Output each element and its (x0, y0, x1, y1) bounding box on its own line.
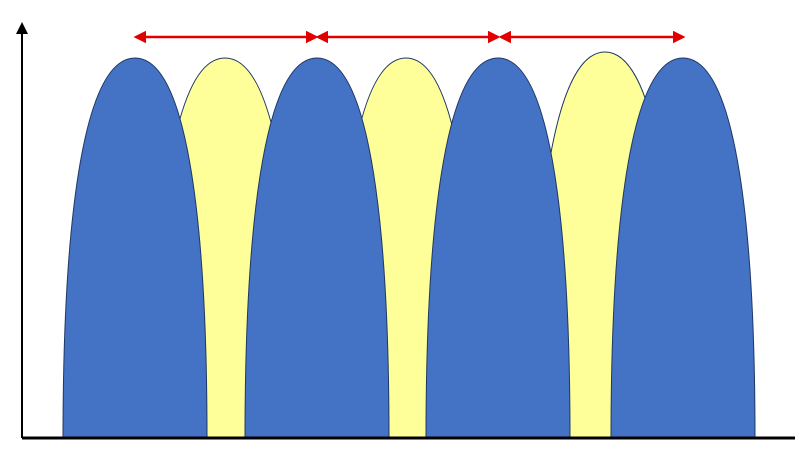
axes (16, 22, 795, 440)
blue-lobe-1 (62, 57, 208, 439)
blue-lobes (62, 57, 756, 439)
yellow-lobes (152, 51, 679, 439)
blue-lobe-2 (244, 57, 390, 439)
blue-lobe-3 (425, 57, 571, 439)
blue-lobe-4 (610, 57, 756, 439)
